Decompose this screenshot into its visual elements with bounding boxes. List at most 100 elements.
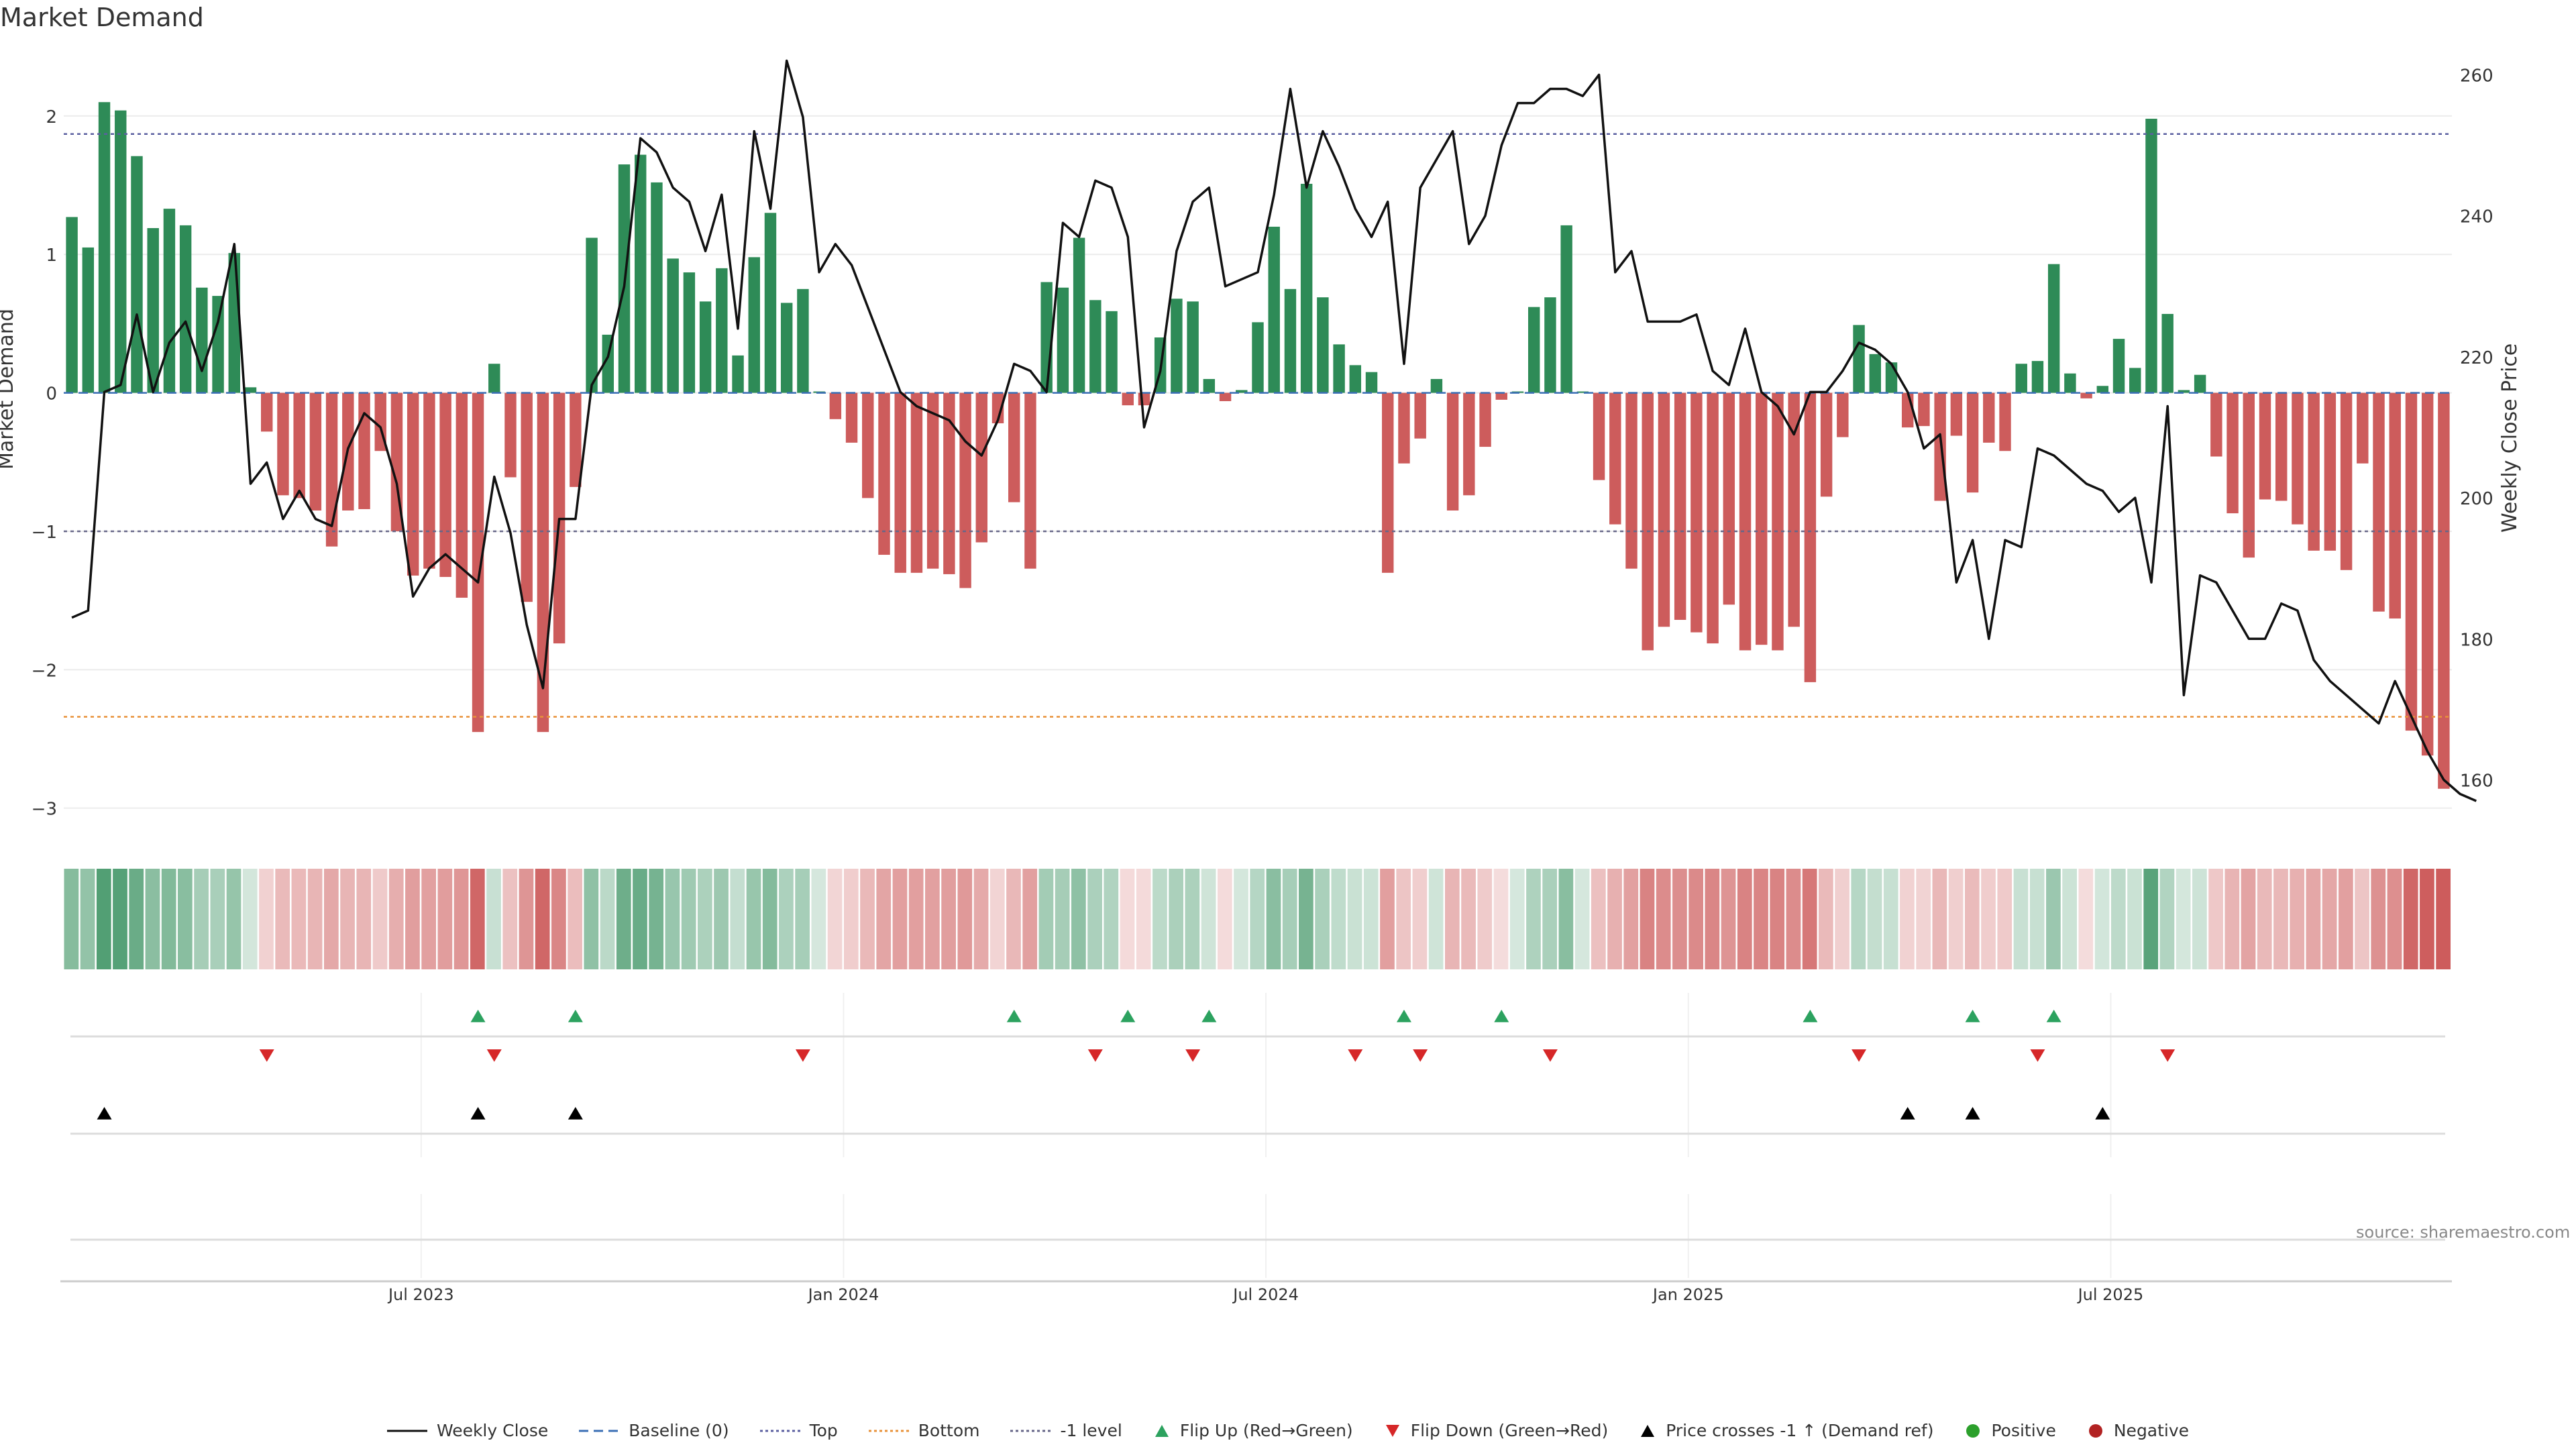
demand-bar — [228, 253, 241, 393]
legend-swatch — [1155, 1424, 1169, 1437]
demand-bar — [1187, 301, 1199, 393]
heat-strip-cell — [2371, 869, 2386, 969]
heat-strip-cell — [779, 869, 794, 969]
demand-bar — [910, 392, 923, 573]
heat-strip-cell — [1315, 869, 1330, 969]
demand-bar — [1934, 392, 1946, 501]
demand-bar — [2226, 392, 2239, 514]
legend-label: -1 level — [1060, 1421, 1122, 1440]
chart-legend: Weekly Close Baseline (0) Top Bottom -1 leve… — [0, 1421, 2576, 1440]
heat-strip-cell — [1770, 869, 1785, 969]
heat-strip-cell — [1217, 869, 1232, 969]
heat-strip-cell — [2338, 869, 2353, 969]
flip-up-marker — [1201, 1010, 1217, 1022]
demand-bar — [1999, 392, 2011, 451]
y-right-tick-label: 180 — [2460, 630, 2493, 650]
demand-bar — [1495, 392, 1507, 400]
heat-strip-cell — [2062, 869, 2077, 969]
flip-up-marker — [2046, 1010, 2061, 1022]
legend-label: Price crosses -1 ↑ (Demand ref) — [1666, 1421, 1934, 1440]
heat-strip-cell — [1623, 869, 1639, 969]
heat-strip-cell — [665, 869, 680, 969]
heat-strip-cell — [1461, 869, 1476, 969]
demand-bar — [2047, 264, 2060, 393]
demand-bar — [1024, 392, 1036, 569]
demand-bar — [1950, 392, 1963, 436]
heat-strip-cell — [925, 869, 940, 969]
demand-bar — [780, 303, 793, 393]
demand-bar — [1707, 392, 1719, 644]
heat-strip-cell — [1055, 869, 1070, 969]
heat-strip-cell — [1282, 869, 1297, 969]
demand-bar — [1398, 392, 1410, 464]
heat-strip-cell — [584, 869, 599, 969]
legend-label: Bottom — [918, 1421, 980, 1440]
demand-bar — [748, 257, 760, 393]
heat-strip-cell — [2208, 869, 2223, 969]
heat-strip-cell — [1754, 869, 1768, 969]
heat-strip-cell — [2355, 869, 2369, 969]
heat-strip-cell — [1835, 869, 1849, 969]
y-right-tick-label: 240 — [2460, 207, 2493, 227]
heat-strip-cell — [1022, 869, 1038, 969]
heat-strip-cell — [1087, 869, 1102, 969]
heat-strip-cell — [470, 869, 485, 969]
y-tick-label: −1 — [32, 523, 57, 543]
demand-bar — [261, 392, 273, 432]
demand-bar — [1106, 311, 1118, 393]
heat-strip-cell — [1299, 869, 1313, 969]
heat-strip-cell — [421, 869, 437, 969]
demand-bar — [1057, 287, 1069, 393]
heat-strip-cell — [519, 869, 534, 969]
demand-bar — [975, 392, 988, 543]
heat-strip-cell — [892, 869, 908, 969]
flip-down-marker — [1413, 1049, 1428, 1062]
demand-bar — [683, 272, 696, 393]
heat-strip-cell — [1412, 869, 1428, 969]
heat-strip-cell — [616, 869, 631, 969]
heat-strip-cell — [795, 869, 810, 969]
heat-strip-cell — [1672, 869, 1687, 969]
heat-strip-cell — [1737, 869, 1752, 969]
demand-bar — [943, 392, 955, 574]
demand-bar — [1446, 392, 1459, 511]
heat-strip-cell — [1867, 869, 1882, 969]
y-right-tick-label: 260 — [2460, 66, 2493, 87]
demand-bar — [82, 247, 95, 393]
heat-strip-cell — [1607, 869, 1622, 969]
demand-bar — [2015, 364, 2027, 393]
demand-bar — [2357, 392, 2369, 464]
x-tick-label: Jul 2023 — [387, 1285, 454, 1304]
flip-up-marker — [470, 1010, 486, 1022]
heat-strip-cell — [714, 869, 729, 969]
heat-strip-cell — [1705, 869, 1720, 969]
demand-bar — [1690, 392, 1703, 633]
market-demand-chart: 2 1 0 −1 −2 −3 260 240 220 200 180 160 Jul 2023 Jan 2… — [32, 59, 2493, 1304]
heat-strip-cell — [2078, 869, 2094, 969]
demand-bar — [2243, 392, 2255, 558]
demand-bar — [358, 392, 370, 509]
heat-strip-cell — [941, 869, 956, 969]
legend-item: Flip Down (Green→Red) — [1384, 1421, 1608, 1440]
heat-strip-cell — [2046, 869, 2061, 969]
heat-strip-cell — [2192, 869, 2207, 969]
heat-strip-cell — [730, 869, 745, 969]
demand-bar — [455, 392, 468, 598]
heat-strip-cell — [323, 869, 339, 969]
heat-strip-cell — [1656, 869, 1671, 969]
demand-bar — [2259, 392, 2271, 500]
demand-bar — [488, 364, 500, 393]
legend-label: Positive — [1991, 1421, 2056, 1440]
demand-bar — [1966, 392, 1979, 493]
demand-bar — [845, 392, 858, 443]
heat-strip-cell — [1932, 869, 1947, 969]
heat-strip-cell — [2257, 869, 2272, 969]
heat-strip-cell — [356, 869, 372, 969]
demand-bar — [472, 392, 484, 733]
demand-bar — [1219, 392, 1232, 401]
legend-item: Negative — [2087, 1421, 2189, 1440]
heat-strip-cell — [1574, 869, 1590, 969]
demand-bar — [2031, 361, 2044, 393]
demand-bar — [1089, 300, 1102, 393]
demand-bar — [2373, 392, 2385, 612]
